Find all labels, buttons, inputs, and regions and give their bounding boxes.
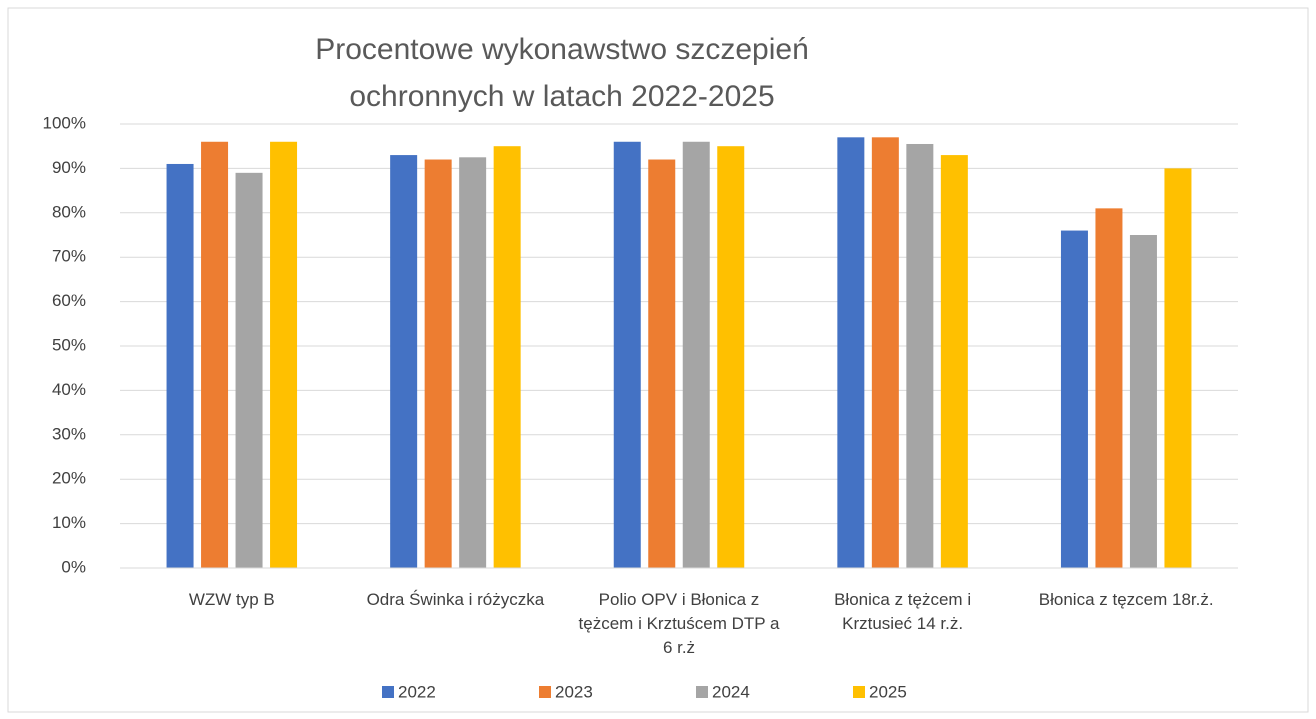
x-tick-label: Błonica z tężcem i Krztusieć 14 r.ż.: [834, 590, 972, 633]
bar: [940, 155, 968, 568]
legend-label: 2025: [869, 682, 907, 701]
legend-label: 2022: [398, 682, 436, 701]
y-tick-label: 50%: [52, 335, 86, 354]
bar: [1095, 208, 1123, 569]
bar: [613, 141, 641, 568]
chart-title: Procentowe wykonawstwo szczepień ochronn…: [315, 33, 809, 113]
y-tick-label: 20%: [52, 469, 86, 488]
x-tick-label: Odra Świnka i różyczka: [366, 590, 545, 609]
y-tick-label: 90%: [52, 158, 86, 177]
legend-label: 2023: [555, 682, 593, 701]
legend-swatch: [853, 686, 865, 698]
bar: [270, 141, 298, 568]
y-tick-label: 40%: [52, 380, 86, 399]
bar: [390, 155, 418, 568]
bar: [166, 163, 194, 568]
y-tick-label: 60%: [52, 291, 86, 310]
y-tick-label: 0%: [61, 557, 86, 576]
legend-swatch: [696, 686, 708, 698]
bar: [424, 159, 452, 568]
bar: [871, 137, 899, 568]
x-tick-label: WZW typ B: [188, 590, 275, 609]
legend-swatch: [382, 686, 394, 698]
y-tick-label: 30%: [52, 424, 86, 443]
legend-swatch: [539, 686, 551, 698]
bar: [717, 146, 745, 568]
y-tick-label: 70%: [52, 247, 86, 266]
bar: [1060, 230, 1088, 568]
bar: [837, 137, 865, 568]
bar: [648, 159, 676, 568]
x-tick-label: Polio OPV i Błonica z tężcem i Krztuścem…: [578, 590, 780, 657]
bar: [1129, 235, 1157, 568]
bar: [682, 141, 710, 568]
legend-label: 2024: [712, 682, 750, 701]
bar: [235, 172, 263, 568]
x-tick-label: Błonica z tęzcem 18r.ż.: [1038, 590, 1214, 609]
y-tick-label: 80%: [52, 202, 86, 221]
bar: [459, 157, 487, 569]
bar: [906, 143, 934, 569]
bar: [1164, 168, 1192, 568]
bar: [201, 141, 229, 568]
y-tick-label: 100%: [43, 113, 86, 132]
bar: [493, 146, 521, 568]
y-tick-label: 10%: [52, 513, 86, 532]
